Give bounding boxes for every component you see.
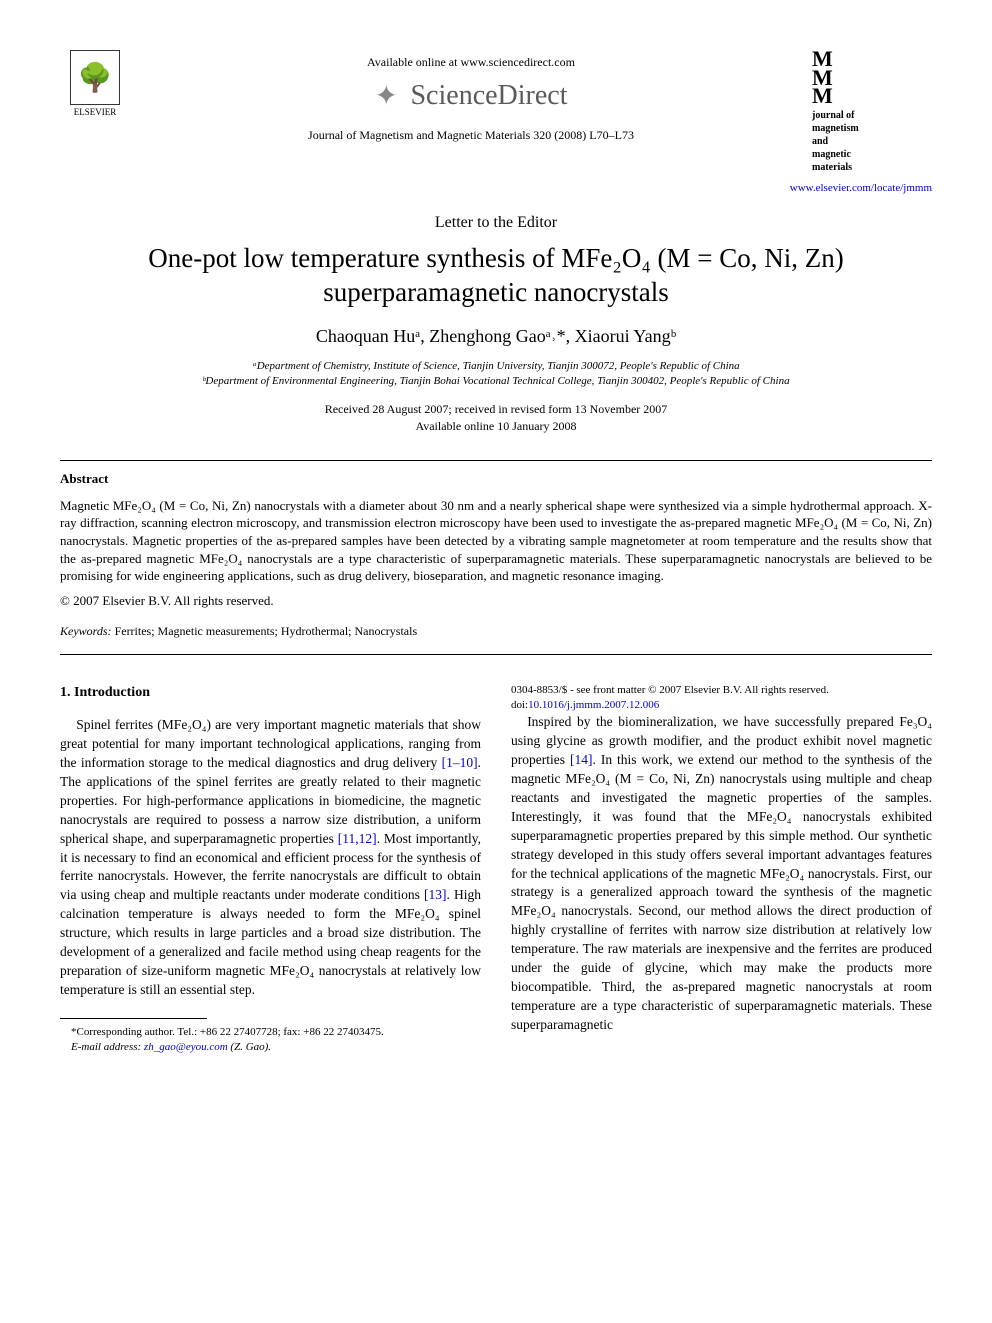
affiliation-a: ᵃDepartment of Chemistry, Institute of S… (60, 359, 932, 374)
corr-author-text: *Corresponding author. Tel.: +86 22 2740… (60, 1025, 481, 1040)
article-dates: Received 28 August 2007; received in rev… (60, 401, 932, 435)
corresponding-author-footnote: *Corresponding author. Tel.: +86 22 2740… (60, 1025, 481, 1056)
paragraph-2: Inspired by the biomineralization, we ha… (511, 713, 932, 1034)
title-line-2: superparamagnetic nanocrystals (323, 277, 669, 307)
abstract-copyright: © 2007 Elsevier B.V. All rights reserved… (60, 593, 932, 609)
elsevier-tree-icon: 🌳 (70, 50, 120, 105)
elsevier-label: ELSEVIER (60, 107, 130, 117)
email-suffix: (Z. Gao). (228, 1041, 271, 1053)
jmm-text: journal of magnetism and magnetic materi… (812, 109, 932, 174)
abstract-heading: Abstract (60, 471, 932, 487)
article-body: 1. Introduction Spinel ferrites (MFe₂O₄)… (60, 683, 932, 1056)
ref-11-12[interactable]: [11,12] (338, 831, 377, 846)
paper-title: One-pot low temperature synthesis of MFe… (60, 242, 932, 310)
elsevier-logo: 🌳 ELSEVIER (60, 50, 130, 117)
keywords-list: Ferrites; Magnetic measurements; Hydroth… (112, 624, 418, 638)
footnote-separator (60, 1018, 207, 1019)
journal-logo: M M M journal of magnetism and magnetic … (812, 50, 932, 174)
keywords: Keywords: Ferrites; Magnetic measurement… (60, 624, 932, 639)
journal-homepage-link: www.elsevier.com/locate/jmmm (60, 182, 932, 194)
p1-d: . High calcination temperature is always… (60, 887, 481, 996)
affiliations: ᵃDepartment of Chemistry, Institute of S… (60, 359, 932, 390)
available-date: Available online 10 January 2008 (60, 418, 932, 435)
title-line-1: One-pot low temperature synthesis of MFe… (148, 243, 843, 273)
received-date: Received 28 August 2007; received in rev… (60, 401, 932, 418)
doi-prefix: doi: (511, 699, 528, 711)
keywords-label: Keywords: (60, 624, 112, 638)
ref-13[interactable]: [13] (424, 887, 447, 902)
center-header: Available online at www.sciencedirect.co… (130, 50, 812, 147)
sciencedirect-logo: ScienceDirect (130, 80, 812, 113)
p1-a: Spinel ferrites (MFe₂O₄) are very import… (60, 717, 481, 770)
front-matter-footer: 0304-8853/$ - see front matter © 2007 El… (511, 683, 932, 714)
email-link[interactable]: zh_gao@eyou.com (144, 1041, 228, 1053)
journal-link-anchor[interactable]: www.elsevier.com/locate/jmmm (790, 182, 932, 194)
section-1-heading: 1. Introduction (60, 683, 481, 703)
ref-14[interactable]: [14] (570, 752, 593, 767)
paragraph-1: Spinel ferrites (MFe₂O₄) are very import… (60, 716, 481, 999)
article-type: Letter to the Editor (60, 214, 932, 232)
abstract-body: Magnetic MFe₂O₄ (M = Co, Ni, Zn) nanocry… (60, 497, 932, 585)
header: 🌳 ELSEVIER Available online at www.scien… (60, 50, 932, 174)
doi-link[interactable]: 10.1016/j.jmmm.2007.12.006 (528, 699, 659, 711)
p2-b: . In this work, we extend our method to … (511, 752, 932, 1031)
sciencedirect-icon (374, 83, 404, 113)
email-label: E-mail address: (71, 1041, 144, 1053)
issn-copyright: 0304-8853/$ - see front matter © 2007 El… (511, 683, 932, 698)
affiliation-b: ᵇDepartment of Environmental Engineering… (60, 374, 932, 389)
ref-1-10[interactable]: [1–10] (442, 755, 478, 770)
sciencedirect-text: ScienceDirect (410, 80, 567, 111)
rule-bottom (60, 654, 932, 655)
available-online-text: Available online at www.sciencedirect.co… (130, 55, 812, 70)
authors: Chaoquan Huᵃ, Zhenghong Gaoᵃ˒*, Xiaorui … (60, 326, 932, 347)
jmm-mark-icon: M M M (812, 50, 932, 106)
journal-reference: Journal of Magnetism and Magnetic Materi… (130, 128, 812, 143)
rule-top (60, 460, 932, 461)
